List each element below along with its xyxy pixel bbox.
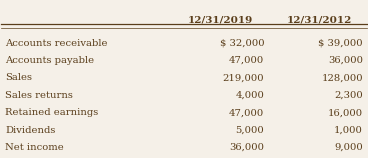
Text: Dividends: Dividends: [5, 126, 56, 135]
Text: Sales returns: Sales returns: [5, 91, 73, 100]
Text: 4,000: 4,000: [236, 91, 264, 100]
Text: Sales: Sales: [5, 73, 32, 82]
Text: 9,000: 9,000: [334, 143, 363, 152]
Text: 12/31/2019: 12/31/2019: [188, 15, 253, 24]
Text: $ 32,000: $ 32,000: [220, 39, 264, 48]
Text: Accounts receivable: Accounts receivable: [5, 39, 107, 48]
Text: 47,000: 47,000: [229, 56, 264, 65]
Text: 36,000: 36,000: [229, 143, 264, 152]
Text: Accounts payable: Accounts payable: [5, 56, 94, 65]
Text: Retained earnings: Retained earnings: [5, 108, 98, 117]
Text: 16,000: 16,000: [328, 108, 363, 117]
Text: 219,000: 219,000: [223, 73, 264, 82]
Text: 128,000: 128,000: [321, 73, 363, 82]
Text: 1,000: 1,000: [334, 126, 363, 135]
Text: 5,000: 5,000: [236, 126, 264, 135]
Text: 2,300: 2,300: [334, 91, 363, 100]
Text: 12/31/2012: 12/31/2012: [286, 15, 352, 24]
Text: $ 39,000: $ 39,000: [318, 39, 363, 48]
Text: 47,000: 47,000: [229, 108, 264, 117]
Text: 36,000: 36,000: [328, 56, 363, 65]
Text: Net income: Net income: [5, 143, 64, 152]
